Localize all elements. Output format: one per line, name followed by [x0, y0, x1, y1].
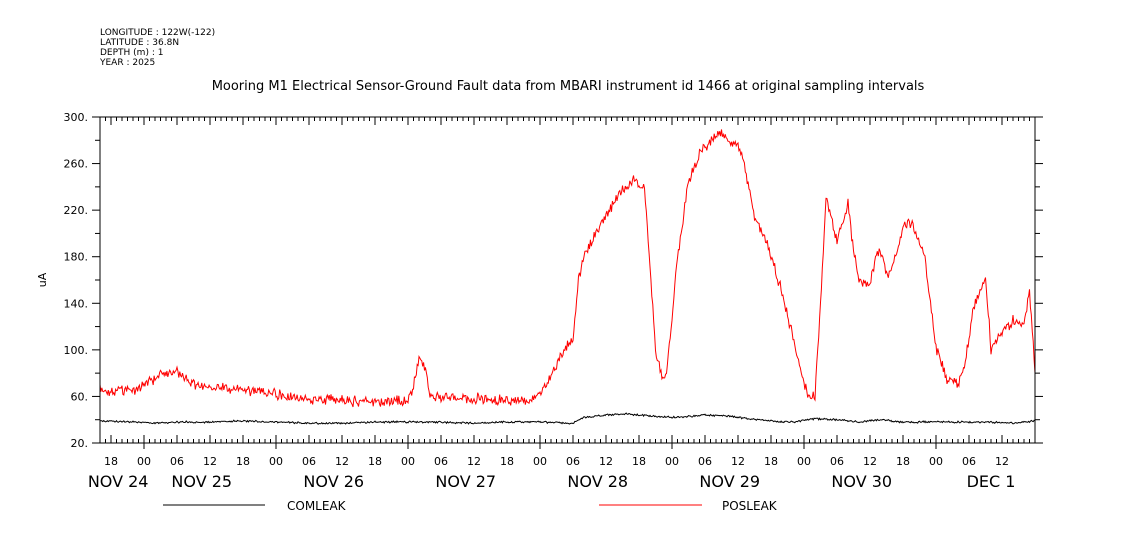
x-tick-label: 18: [632, 455, 646, 468]
x-tick-label: 00: [533, 455, 547, 468]
y-tick-label: 60.: [71, 390, 89, 403]
x-tick-label: 18: [500, 455, 514, 468]
x-tick-label: 18: [896, 455, 910, 468]
x-tick-label: 18: [764, 455, 778, 468]
x-day-label: NOV 24: [88, 472, 149, 491]
legend-label-comleak: COMLEAK: [287, 499, 347, 513]
x-day-label: NOV 26: [303, 472, 364, 491]
x-tick-label: 12: [731, 455, 745, 468]
x-tick-label: 06: [962, 455, 976, 468]
x-tick-label: 12: [995, 455, 1009, 468]
x-tick-label: 18: [236, 455, 250, 468]
x-tick-label: 00: [401, 455, 415, 468]
depth-label: DEPTH (m) : 1: [100, 48, 163, 58]
x-tick-label: 18: [368, 455, 382, 468]
x-day-label: NOV 28: [567, 472, 628, 491]
x-tick-label: 06: [698, 455, 712, 468]
x-tick-label: 12: [467, 455, 481, 468]
series-line-posleak: [99, 129, 1036, 408]
y-tick-label: 20.: [71, 437, 89, 450]
x-tick-label: 00: [929, 455, 943, 468]
x-tick-label: 00: [797, 455, 811, 468]
y-tick-label: 300.: [64, 111, 89, 124]
y-tick-labels: 20. 60. 100. 140. 180. 220. 260. 300.: [64, 111, 89, 450]
x-tick-label: 18: [104, 455, 118, 468]
series-line-comleak: [99, 412, 1036, 425]
x-tick-label: 06: [830, 455, 844, 468]
x-tick-label: 06: [434, 455, 448, 468]
x-day-label: NOV 29: [699, 472, 760, 491]
y-tick-label: 180.: [64, 251, 89, 264]
day-labels: NOV 24 NOV 25 NOV 26 NOV 27 NOV 28 NOV 29 NOV …: [88, 472, 1016, 491]
x-tick-label: 12: [335, 455, 349, 468]
longitude-label: LONGITUDE : 122W(-122): [100, 28, 215, 38]
metadata-block: LONGITUDE : 122W(-122) LATITUDE : 36.8N …: [99, 28, 215, 68]
legend-label-posleak: POSLEAK: [722, 499, 778, 513]
chart-title: Mooring M1 Electrical Sensor-Ground Faul…: [212, 79, 925, 94]
x-tick-label: 12: [599, 455, 613, 468]
plot-frame: [99, 116, 1036, 444]
x-tick-label: 06: [302, 455, 316, 468]
x-tick-labels: 18 00 06 12 18 00 06 12 18 00 06 12 18 00 06 12 18 00 06 12…: [104, 455, 1009, 468]
latitude-label: LATITUDE : 36.8N: [100, 38, 179, 48]
y-tick-label: 100.: [64, 344, 89, 357]
x-tick-label: 06: [170, 455, 184, 468]
ticks-layer: [92, 116, 1043, 449]
x-tick-label: 06: [566, 455, 580, 468]
x-day-label: NOV 25: [171, 472, 232, 491]
x-tick-label: 12: [863, 455, 877, 468]
y-axis-label: uA: [36, 272, 49, 287]
x-day-label: NOV 30: [831, 472, 892, 491]
x-tick-label: 00: [269, 455, 283, 468]
year-label: YEAR : 2025: [99, 58, 155, 68]
x-tick-label: 12: [203, 455, 217, 468]
x-tick-label: 00: [665, 455, 679, 468]
x-day-label: DEC 1: [967, 472, 1016, 491]
x-day-label: NOV 27: [435, 472, 496, 491]
legend: COMLEAK POSLEAK: [163, 499, 778, 513]
x-tick-label: 00: [137, 455, 151, 468]
series-layer: [99, 129, 1036, 425]
y-tick-label: 220.: [64, 204, 89, 217]
y-tick-label: 260.: [64, 158, 89, 171]
y-tick-label: 140.: [64, 297, 89, 310]
